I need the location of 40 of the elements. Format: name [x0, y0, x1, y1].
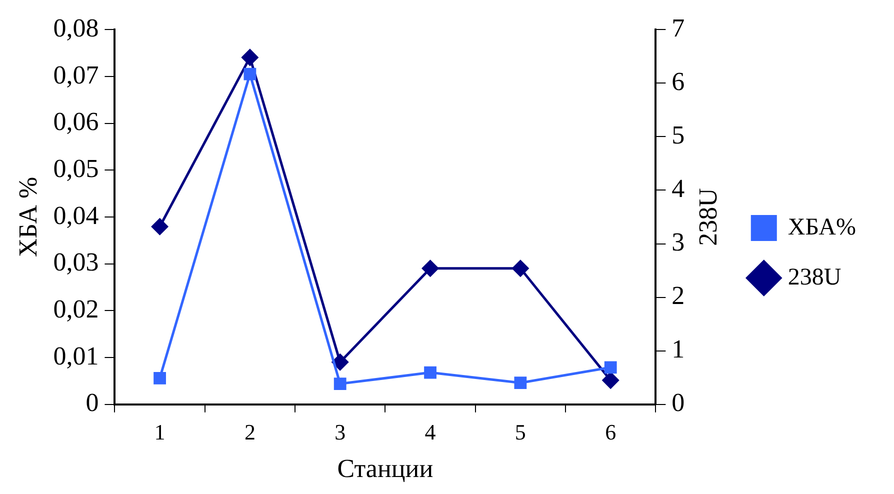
legend-label: 238U [788, 264, 842, 290]
y2-axis-title: 238U [694, 188, 723, 246]
point [424, 366, 436, 379]
y2-tick-label: 5 [672, 120, 685, 150]
y-axis-title: ХБА % [13, 176, 42, 258]
y2-tick-label: 0 [672, 388, 685, 418]
y2-tick-label: 3 [672, 228, 685, 257]
y-tick-label: 0,02 [53, 294, 99, 324]
y-tick-label: 0,08 [53, 13, 99, 42]
legend-label: ХБА% [788, 214, 856, 240]
y2-tick-label: 6 [672, 66, 685, 96]
y2-tick-label: 7 [672, 13, 685, 42]
point [422, 260, 439, 277]
x-tick-label: 3 [334, 419, 346, 444]
point [514, 376, 527, 390]
point [242, 49, 258, 66]
point [332, 354, 348, 370]
point [512, 260, 529, 277]
point [604, 361, 617, 374]
point [154, 372, 166, 384]
y2-tick-label: 1 [672, 334, 685, 364]
y-tick-label: 0,07 [53, 60, 99, 90]
x-tick-label: 6 [605, 419, 616, 444]
point [244, 68, 256, 80]
point [602, 372, 619, 389]
x-tick-label: 2 [244, 419, 256, 444]
y-tick-label: 0,06 [53, 107, 99, 136]
x-tick-label: 5 [514, 419, 526, 444]
y-tick-label: 0 [86, 388, 99, 418]
y-tick-label: 0,05 [53, 154, 99, 183]
point [152, 218, 168, 235]
y-tick-label: 0,04 [53, 200, 99, 230]
y-tick-label: 0,01 [53, 341, 99, 370]
y-tick-label: 0,03 [53, 248, 99, 277]
y2-tick-label: 4 [672, 174, 685, 204]
x-axis-title: Станции [337, 454, 434, 484]
x-tick-label: 1 [154, 419, 166, 444]
y2-tick-label: 2 [672, 281, 685, 310]
x-tick-label: 4 [424, 419, 436, 444]
point [334, 378, 346, 390]
